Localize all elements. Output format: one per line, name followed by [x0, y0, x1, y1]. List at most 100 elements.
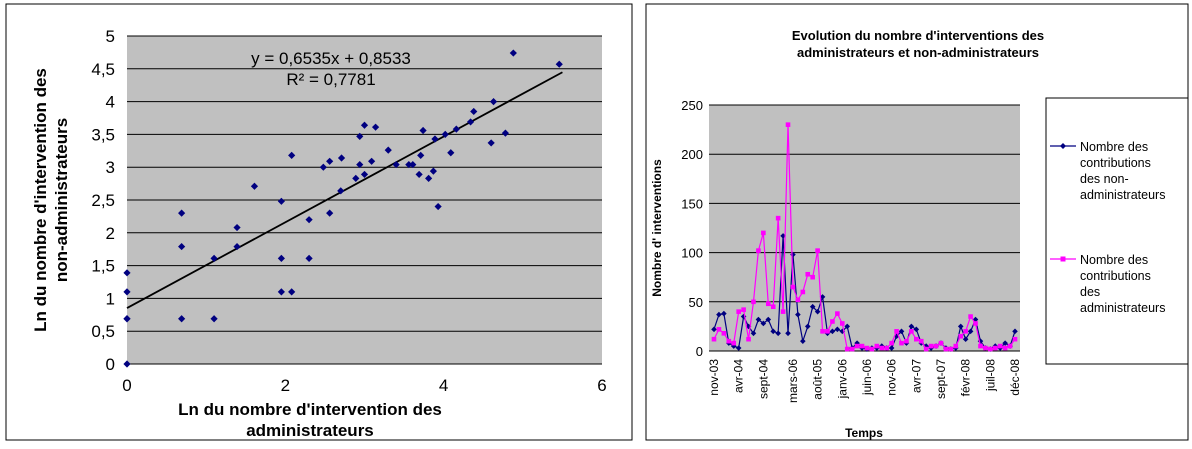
series-non-admin-point — [844, 323, 851, 330]
scatter-point — [123, 269, 131, 277]
line-x-tick-label: sept-07 — [934, 359, 948, 399]
series-non-admin-point — [790, 251, 796, 258]
scatter-x-tick-label: 4 — [439, 376, 448, 395]
scatter-point — [405, 160, 413, 169]
scatter-y-tick-label: 4,5 — [91, 60, 115, 79]
scatter-point — [356, 160, 364, 169]
scatter-point — [352, 174, 360, 182]
scatter-y-tick-labels: 0 0,5 1 1,5 2 2,5 3 3,5 4 4,5 5 — [91, 27, 115, 374]
scatter-y-tick-label: 3 — [106, 158, 115, 177]
scatter-point — [277, 254, 285, 262]
legend-label: administrateurs — [1080, 188, 1165, 202]
scatter-x-tick-labels: 0 2 4 6 — [122, 376, 606, 395]
line-x-tick-label: août-05 — [811, 359, 825, 400]
scatter-point — [288, 151, 296, 159]
series-non-admin-point — [814, 308, 821, 315]
legend-label: des — [1080, 285, 1100, 299]
line-x-tick-label: juil-08 — [983, 359, 997, 392]
line-x-tick-label: févr-08 — [959, 359, 973, 397]
series-admin-point — [928, 343, 934, 349]
series-non-admin-point — [834, 326, 841, 333]
line-chart: Evolution du nombre d'interventions des … — [645, 3, 1189, 441]
series-admin-point — [923, 346, 929, 352]
scatter-x-tick-label: 6 — [597, 376, 606, 395]
scatter-y-tick-label: 2 — [106, 224, 115, 243]
line-plot-area — [709, 105, 1020, 351]
scatter-point — [434, 202, 442, 211]
legend-label: contributions — [1080, 156, 1151, 170]
scatter-point — [319, 163, 327, 171]
series-non-admin-point — [721, 310, 727, 317]
series-admin-point — [746, 336, 751, 342]
series-admin-point — [1012, 336, 1018, 342]
series-non-admin-point — [711, 326, 717, 333]
scatter-point — [360, 170, 369, 179]
scatter-x-tick-label: 0 — [122, 376, 131, 395]
series-non-admin-point — [898, 328, 905, 335]
series-non-admin-point — [819, 294, 826, 300]
series-admin-point — [918, 338, 924, 344]
legend-label: Nombre des — [1080, 140, 1148, 154]
trendline-r-squared: R² = 0,7781 — [286, 70, 375, 89]
series-admin-point — [795, 297, 801, 303]
series-non-admin-point — [957, 323, 964, 330]
series-admin-point — [756, 248, 761, 253]
line-x-tick-label: sept-04 — [756, 359, 770, 399]
series-admin-point — [874, 343, 880, 349]
series-admin-point — [790, 284, 796, 290]
scatter-point — [178, 209, 186, 217]
series-admin-point — [963, 329, 968, 334]
series-admin-point — [854, 343, 860, 349]
series-admin-point — [889, 340, 894, 346]
series-non-admin-point — [770, 328, 777, 335]
series-non-admin-point — [765, 316, 772, 323]
series-non-admin-point — [1002, 340, 1008, 346]
scatter-point — [409, 160, 417, 169]
scatter-point — [555, 60, 563, 68]
series-admin-point — [780, 309, 786, 314]
line-chart-title-line2: administrateurs et non-administrateurs — [797, 45, 1039, 60]
series-non-admin-point — [795, 311, 801, 318]
series-non-admin-point — [785, 330, 791, 337]
legend-items: Nombre des contributions des non-administr… — [1050, 140, 1165, 315]
series-admin-point — [736, 309, 741, 314]
series-admin-point — [953, 343, 959, 349]
series-admin-point — [805, 271, 811, 277]
scatter-trendline — [126, 71, 563, 309]
scatter-point — [509, 49, 517, 57]
scatter-point — [277, 288, 285, 296]
scatter-point — [305, 254, 313, 262]
series-non-admin-legend-marker — [1060, 143, 1066, 149]
series-non-admin-point — [760, 320, 767, 327]
series-admin-point — [992, 345, 998, 351]
series-non-admin-point — [755, 316, 762, 323]
series-admin-point — [835, 311, 840, 316]
line-legend: Nombre des contributions des non-administr… — [1045, 97, 1189, 365]
scatter-point — [392, 160, 400, 169]
scatter-point — [368, 157, 376, 165]
scatter-point — [371, 123, 380, 131]
series-admin-point — [904, 338, 909, 344]
scatter-point — [337, 187, 345, 195]
series-admin-point — [859, 343, 865, 349]
series-admin-point — [839, 321, 845, 326]
line-chart-title-line1: Evolution du nombre d'interventions des — [792, 28, 1044, 43]
line-y-axis-label: Nombre d' interventions — [650, 159, 664, 297]
series-non-admin-point — [716, 311, 722, 318]
trendline-equation: y = 0,6535x + 0,8533 — [251, 49, 411, 68]
line-x-tick-label: avr-04 — [732, 359, 746, 393]
legend-box — [1045, 97, 1189, 365]
series-admin-point — [894, 329, 899, 334]
scatter-point — [425, 174, 433, 182]
scatter-point — [210, 254, 218, 262]
series-non-admin-point — [740, 313, 747, 320]
scatter-y-tick-label: 5 — [106, 27, 115, 46]
series-non-admin-point — [888, 345, 895, 351]
series-admin-point — [997, 343, 1003, 349]
scatter-point — [501, 129, 510, 137]
scatter-point — [360, 121, 369, 129]
series-non-admin-point — [967, 328, 974, 335]
series-admin-point — [933, 343, 939, 349]
